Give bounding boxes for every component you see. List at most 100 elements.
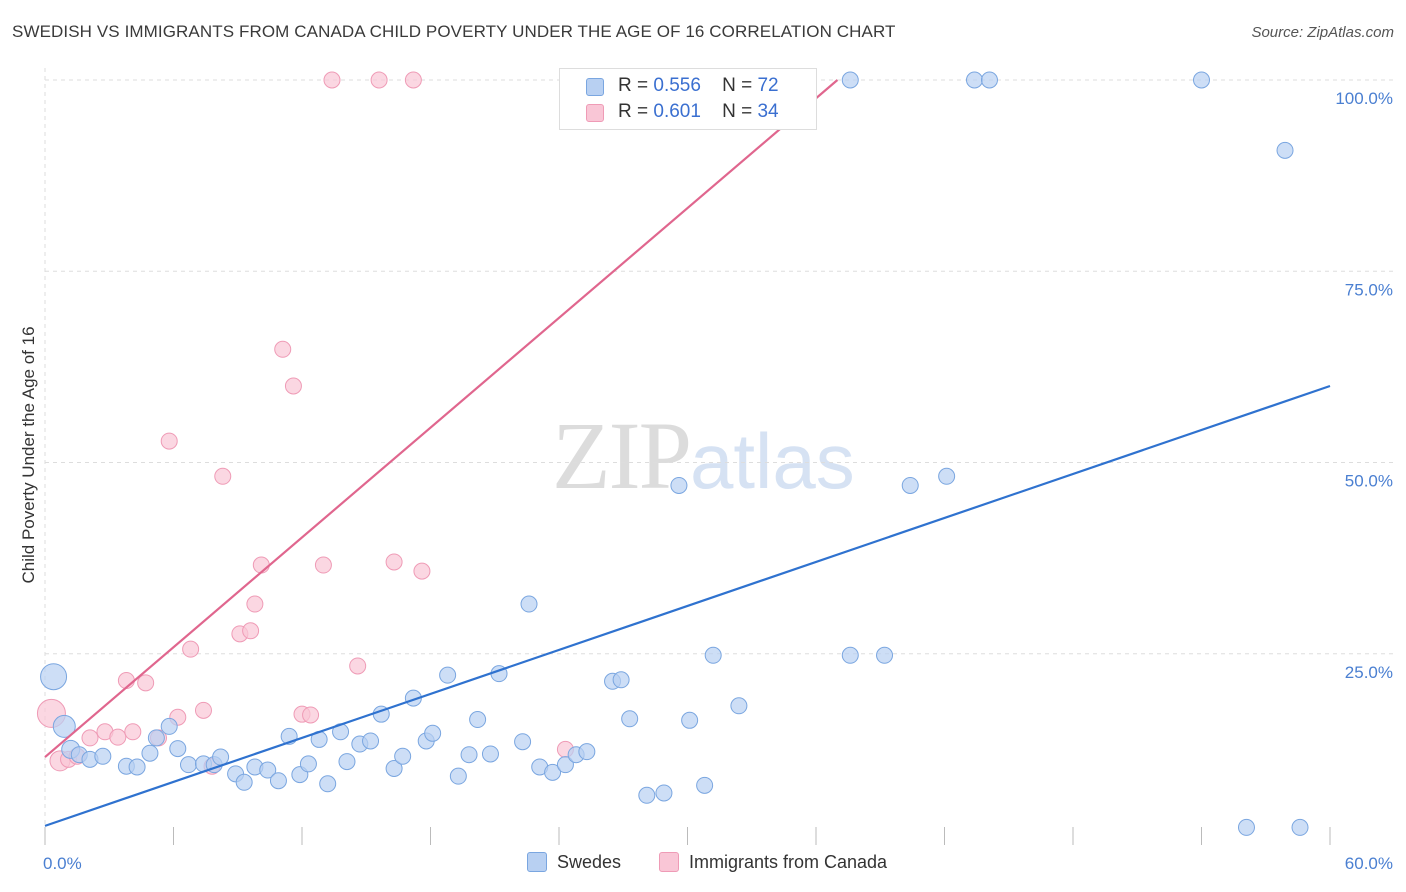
point-swedes-61	[876, 646, 894, 664]
point-swedes-5	[94, 747, 112, 765]
point-swedes-69	[1291, 818, 1309, 836]
point-canada-26	[323, 71, 341, 89]
axes	[44, 68, 1331, 845]
point-swedes-29	[362, 732, 380, 750]
legend-text-canada: R = 0.601 N = 34	[618, 101, 779, 122]
trend-lines	[44, 79, 1331, 827]
point-canada-9	[137, 674, 155, 692]
point-swedes-51	[621, 710, 639, 728]
point-swedes-12	[179, 756, 197, 774]
point-canada-25	[314, 556, 332, 574]
point-swedes-58	[730, 697, 748, 715]
point-swedes-11	[169, 740, 187, 758]
point-swedes-9	[147, 729, 165, 747]
point-canada-22	[284, 377, 302, 395]
bottom-legend-swatch-canada	[659, 852, 679, 872]
legend-n-swedes: 72	[757, 75, 779, 96]
legend-n-canada: 34	[757, 101, 779, 122]
source-label: Source: ZipAtlas.com	[1251, 24, 1394, 41]
legend-swatch-canada	[586, 104, 604, 122]
point-swedes-37	[449, 767, 467, 785]
y-tick-label-25: 25.0%	[1345, 663, 1393, 682]
point-canada-30	[404, 71, 422, 89]
watermark: ZIPatlas	[552, 400, 855, 511]
tick-labels: 25.0% 50.0% 75.0% 100.0% 0.0% 60.0%	[43, 89, 1393, 873]
point-swedes-27	[338, 753, 356, 771]
point-canada-16	[214, 467, 232, 485]
point-swedes-60	[841, 71, 859, 89]
point-swedes-42	[514, 733, 532, 751]
point-canada-13	[182, 640, 200, 658]
y-tick-label-75: 75.0%	[1345, 280, 1393, 299]
legend-swatch-swedes	[586, 78, 604, 96]
point-canada-31	[413, 562, 431, 580]
y-tick-label-100: 100.0%	[1335, 89, 1393, 108]
point-swedes-38	[460, 746, 478, 764]
point-swedes-65	[980, 71, 998, 89]
bottom-legend-label-swedes: Swedes	[557, 852, 622, 872]
bottom-legend-canada: Immigrants from Canada	[659, 852, 887, 873]
point-canada-11	[160, 432, 178, 450]
point-swedes-10	[160, 717, 178, 735]
point-swedes-56	[696, 776, 714, 794]
point-swedes-59	[841, 646, 859, 664]
y-tick-label-50: 50.0%	[1345, 472, 1393, 491]
point-canada-4	[81, 729, 99, 747]
point-swedes-53	[655, 784, 673, 802]
point-swedes-39	[469, 711, 487, 729]
watermark-atlas: atlas	[690, 417, 855, 505]
x-tick-label-max: 60.0%	[1345, 854, 1393, 873]
y-axis-label: Child Poverty Under the Age of 16	[19, 326, 38, 583]
point-canada-24	[302, 706, 320, 724]
trend-line-swedes	[44, 384, 1331, 827]
point-canada-21	[274, 340, 292, 358]
bottom-legend-swatch-swedes	[527, 852, 547, 872]
trend-line-canada	[44, 79, 839, 758]
point-swedes-17	[235, 773, 253, 791]
point-swedes-63	[938, 467, 956, 485]
point-swedes-15	[212, 748, 230, 766]
point-canada-20	[252, 556, 270, 574]
point-swedes-45	[544, 763, 562, 781]
point-canada-6	[109, 728, 127, 746]
point-swedes-67	[1237, 818, 1255, 836]
point-canada-28	[370, 71, 388, 89]
point-swedes-62	[901, 476, 919, 494]
point-swedes-25	[319, 775, 337, 793]
legend-r-canada: 0.601	[653, 101, 701, 122]
data-points	[36, 71, 1309, 836]
legend-r-swedes: 0.556	[653, 75, 701, 96]
stats-legend: R = 0.556 N = 72 R = 0.601 N = 34	[559, 68, 817, 130]
point-canada-8	[124, 723, 142, 741]
point-swedes-1	[52, 714, 76, 738]
point-swedes-46	[556, 756, 574, 774]
point-swedes-19	[259, 761, 277, 779]
x-tick-label-min: 0.0%	[43, 854, 82, 873]
bottom-legend-label-canada: Immigrants from Canada	[689, 852, 888, 872]
point-swedes-57	[704, 646, 722, 664]
point-swedes-54	[670, 476, 688, 494]
chart-title: SWEDISH VS IMMIGRANTS FROM CANADA CHILD …	[12, 22, 896, 41]
point-swedes-66	[1193, 71, 1210, 89]
point-canada-29	[385, 553, 403, 571]
point-swedes-48	[578, 743, 596, 761]
point-swedes-43	[520, 595, 538, 613]
point-swedes-23	[299, 755, 317, 773]
point-canada-14	[194, 701, 212, 719]
point-swedes-0	[40, 663, 68, 691]
point-swedes-55	[681, 711, 699, 729]
point-swedes-68	[1276, 141, 1294, 159]
point-canada-27	[349, 657, 367, 675]
point-swedes-20	[269, 772, 287, 790]
point-swedes-36	[439, 666, 457, 684]
point-swedes-31	[385, 760, 403, 777]
point-swedes-7	[128, 758, 146, 776]
bottom-legend-swedes: Swedes	[527, 852, 621, 873]
point-swedes-52	[638, 786, 656, 804]
legend-text-swedes: R = 0.556 N = 72	[618, 75, 779, 96]
point-swedes-40	[481, 745, 499, 763]
point-swedes-50	[612, 671, 630, 689]
point-canada-18	[242, 622, 260, 640]
point-swedes-35	[424, 724, 442, 742]
